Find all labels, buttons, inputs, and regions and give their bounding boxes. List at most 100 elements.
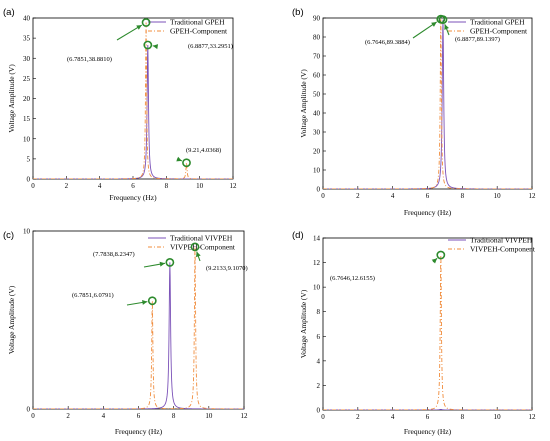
- x-tick-label: 10: [205, 412, 213, 420]
- x-tick-label: 6: [137, 412, 141, 420]
- series-line-traditional: [33, 44, 233, 179]
- peak-marker: [143, 40, 153, 50]
- x-tick-label: 0: [31, 412, 35, 420]
- y-tick-label: 0: [27, 406, 31, 414]
- legend-label: Traditional GPEH: [170, 18, 225, 27]
- y-tick-label: 80: [313, 34, 321, 42]
- x-axis-title: Frequency (Hz): [404, 427, 452, 436]
- y-tick-label: 50: [313, 91, 321, 99]
- x-tick-label: 4: [102, 412, 106, 420]
- y-tick-label: 35: [23, 35, 31, 43]
- peak-marker: [141, 18, 151, 27]
- chart-panel-a: (a) 0 2 4 6 8 10 12 0 5 10 15 20 25 30 35 40 Frequency (H…: [3, 7, 237, 202]
- x-tick-label: 10: [494, 192, 502, 200]
- series-line-component: [33, 246, 244, 409]
- x-axis-title: Frequency (Hz): [115, 427, 163, 436]
- peak-marker: [438, 15, 448, 25]
- chart-panel-c: (c) 0 2 4 6 8 10 12 0 10 Frequency (Hz) Voltage Amp…: [3, 228, 248, 437]
- y-tick-label: 2: [317, 382, 321, 390]
- x-tick-label: 12: [529, 413, 537, 421]
- x-tick-label: 4: [391, 192, 395, 200]
- y-tick-label: 40: [23, 15, 31, 23]
- y-tick-label: 5: [27, 155, 31, 163]
- y-axis-title: Voltage Amplitude (V): [299, 289, 308, 358]
- series-line-component: [323, 254, 532, 410]
- x-tick-label: 2: [356, 413, 360, 421]
- x-axis-title: Frequency (Hz): [109, 193, 157, 202]
- y-tick-label: 4: [317, 357, 321, 365]
- y-tick-label: 14: [313, 235, 321, 243]
- legend-label: Traditional GPEH: [470, 18, 525, 27]
- legend-label: Traditional VIVPEH: [170, 234, 233, 243]
- y-tick-label: 12: [313, 259, 321, 267]
- chart-panel-b: (b) 0 2 4 6 8 10 12 0 10 20 30 40 50 60 70 80 90 Frequency…: [292, 7, 536, 217]
- panel-label: (c): [3, 230, 14, 241]
- y-tick-label: 10: [313, 167, 321, 175]
- legend-label: Traditional VIVPEH: [470, 236, 533, 245]
- y-tick-label: 0: [317, 407, 321, 415]
- x-tick-label: 12: [230, 182, 238, 190]
- chart-panel-d: (d) 0 2 4 6 8 10 12 0 2 4 6 8 10 12 14 Frequency (Hz) Vol…: [292, 230, 536, 436]
- x-tick-label: 8: [461, 192, 465, 200]
- y-axis-title: Voltage Amplitude (V): [299, 69, 308, 138]
- annotation-arrow-head: [159, 261, 165, 267]
- y-tick-label: 0: [27, 176, 31, 184]
- annotation-arrow-head: [431, 21, 437, 27]
- annotation-arrow-head: [176, 156, 182, 162]
- annotation-arrow-head: [136, 25, 142, 30]
- x-tick-label: 12: [529, 192, 537, 200]
- series-line-traditional: [323, 408, 532, 410]
- x-tick-label: 4: [391, 413, 395, 421]
- legend-label: VIVPEH-Component: [170, 243, 236, 252]
- y-axis-title: Voltage Amplitude (V): [7, 64, 16, 133]
- y-tick-label: 25: [23, 75, 31, 83]
- annotation-arrow-head: [195, 251, 201, 258]
- x-tick-label: 8: [461, 413, 465, 421]
- y-axis-title: Voltage Amplitude (V): [7, 285, 16, 354]
- x-tick-label: 2: [66, 412, 70, 420]
- series-line-component: [323, 19, 532, 189]
- peak-annotation: (6.8877,33.2951): [188, 43, 233, 50]
- x-axis-title: Frequency (Hz): [404, 208, 452, 217]
- peak-annotation: (6.7851,6.0791): [72, 292, 114, 299]
- x-tick-label: 0: [321, 413, 325, 421]
- x-tick-label: 6: [131, 182, 135, 190]
- x-tick-label: 2: [356, 192, 360, 200]
- series-line-traditional: [33, 262, 244, 409]
- x-tick-label: 0: [321, 192, 325, 200]
- y-tick-label: 15: [23, 115, 31, 123]
- peak-marker: [190, 242, 200, 252]
- x-tick-label: 8: [165, 182, 169, 190]
- legend-label: VIVPEH-Component: [470, 245, 536, 254]
- y-tick-label: 90: [313, 15, 321, 23]
- series-line-component: [33, 22, 233, 179]
- annotation-arrow-head: [152, 44, 159, 50]
- plot-frame: [322, 17, 533, 190]
- series-line-traditional: [323, 19, 532, 189]
- x-tick-label: 12: [241, 412, 249, 420]
- x-tick-label: 10: [196, 182, 204, 190]
- peak-annotation: (6.8877,89.1397): [455, 36, 500, 43]
- peak-marker: [147, 296, 157, 306]
- x-tick-label: 6: [426, 192, 430, 200]
- peak-marker: [436, 250, 446, 260]
- peak-annotation: (6.7646,12.6155): [330, 275, 375, 282]
- panel-label: (a): [3, 7, 15, 18]
- x-tick-label: 4: [98, 182, 102, 190]
- y-tick-label: 20: [23, 95, 31, 103]
- legend-label: GPEH-Component: [470, 27, 528, 36]
- x-tick-label: 0: [31, 182, 35, 190]
- peak-annotation: (6.7851,38.8810): [67, 56, 112, 63]
- x-tick-label: 10: [494, 413, 502, 421]
- annotation-arrow-head: [444, 24, 449, 30]
- y-tick-label: 10: [313, 284, 321, 292]
- plot-frame: [32, 230, 245, 410]
- y-tick-label: 60: [313, 72, 321, 80]
- y-tick-label: 8: [317, 308, 321, 316]
- y-tick-label: 30: [313, 129, 321, 137]
- y-tick-label: 0: [317, 186, 321, 194]
- x-tick-label: 2: [65, 182, 69, 190]
- peak-marker: [165, 258, 175, 267]
- y-tick-label: 40: [313, 110, 321, 118]
